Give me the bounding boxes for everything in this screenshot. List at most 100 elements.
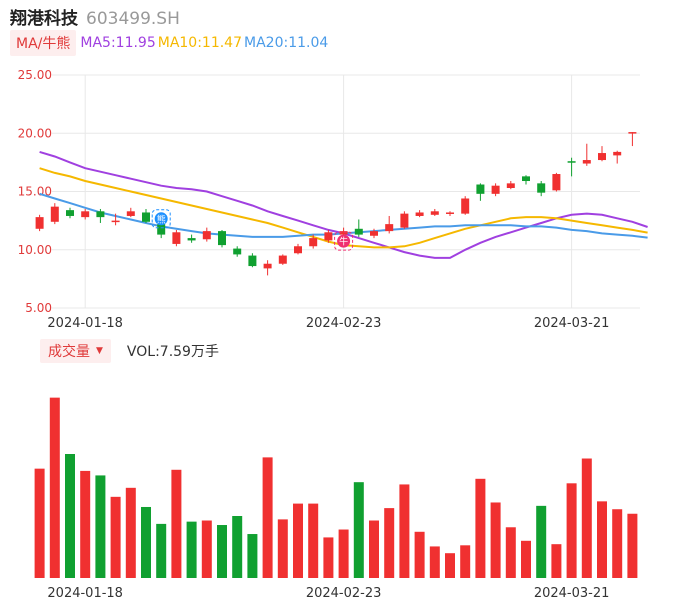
candle (415, 210, 424, 218)
candle (370, 228, 378, 239)
x-tick-label: 2024-02-23 (306, 586, 382, 601)
candlesticks (35, 132, 637, 276)
ma20-legend: MA20:11.04 (244, 35, 329, 51)
caret-down-icon: ▼ (96, 346, 103, 356)
bear-signal-marker: 熊 (151, 209, 171, 229)
volume-bar (536, 505, 547, 578)
volume-bar (186, 521, 197, 578)
volume-bar (460, 545, 471, 578)
bull-signal-marker: 牛 (334, 231, 354, 251)
candle-body (385, 224, 394, 232)
y-tick-label: 5.00 (25, 301, 52, 315)
candle-body (294, 246, 302, 254)
volume-x-axis: 2024-01-18 2024-02-23 2024-03-21 (47, 586, 609, 601)
candle-body (598, 153, 606, 161)
candle (522, 175, 530, 185)
volume-bar (551, 544, 562, 578)
volume-bars (34, 397, 638, 578)
candle (385, 215, 394, 234)
candle (567, 157, 576, 177)
candle-body (202, 231, 211, 240)
candle (66, 207, 74, 219)
volume-bar (566, 483, 577, 578)
volume-bar (353, 482, 364, 578)
candle-body (142, 212, 150, 222)
volume-bar (232, 516, 243, 578)
volume-bar (141, 506, 151, 578)
volume-value: VOL:7.59万手 (126, 344, 219, 360)
volume-selector-label: 成交量 (48, 344, 90, 360)
candle-body (218, 231, 226, 246)
marker-dot (154, 212, 168, 226)
volume-bar (80, 470, 91, 578)
candle-body (81, 211, 90, 218)
stock-name: 翔港科技 (10, 9, 78, 29)
candle-body (446, 212, 454, 214)
candle-body (35, 217, 44, 229)
candle (50, 203, 59, 225)
volume-bar (277, 519, 288, 578)
volume-bar (247, 534, 258, 578)
candle (476, 183, 485, 201)
candle-body (537, 183, 546, 193)
volume-bar (323, 537, 334, 578)
candle (35, 214, 44, 232)
candle-body (476, 184, 485, 194)
volume-bar (262, 457, 273, 578)
volume-bar (612, 509, 623, 578)
volume-bar (110, 496, 121, 578)
candle (233, 246, 242, 257)
candle (582, 143, 591, 166)
x-tick-label: 2024-03-21 (534, 316, 610, 331)
marker-frame (334, 231, 354, 251)
candle (81, 208, 90, 220)
candle (506, 181, 515, 190)
volume-bar (338, 529, 349, 578)
candle (111, 213, 120, 226)
ma-indicator-selector[interactable]: MA/牛熊 (10, 30, 77, 56)
candle-body (324, 232, 333, 241)
marker-label: 牛 (339, 236, 348, 248)
candle (218, 229, 226, 248)
candle (96, 208, 105, 223)
volume-bar (156, 523, 167, 578)
volume-bar (369, 520, 379, 578)
candle (628, 132, 637, 147)
candle-body (628, 132, 637, 134)
volume-bar (308, 503, 319, 578)
candle (294, 243, 302, 255)
candle (354, 219, 363, 237)
candle (552, 172, 561, 192)
candle-body (263, 263, 272, 269)
volume-bar (475, 478, 486, 578)
candle-body (50, 206, 59, 222)
candle-body (370, 231, 378, 236)
candle (263, 260, 272, 276)
candle-body (491, 185, 500, 194)
candle (613, 150, 622, 164)
candle-body (339, 231, 348, 235)
volume-bar (597, 501, 607, 578)
candle-body (522, 176, 530, 182)
volume-bar (445, 553, 455, 578)
candle (461, 196, 470, 215)
marker-dot (337, 234, 351, 248)
candle (172, 229, 181, 247)
volume-indicator-selector[interactable]: 成交量 ▼ (40, 339, 111, 363)
volume-bar (95, 475, 106, 578)
y-tick-label: 20.00 (18, 126, 52, 140)
candle (142, 208, 150, 223)
marker-frame (151, 209, 171, 229)
candle-body (66, 210, 74, 216)
candle-body (126, 211, 135, 216)
volume-bar (399, 484, 410, 578)
volume-bar (201, 520, 212, 578)
volume-bar (414, 531, 425, 578)
candle-body (461, 198, 470, 214)
candle (187, 234, 196, 243)
candle (598, 146, 606, 162)
candle-body (506, 183, 515, 189)
candle (430, 208, 439, 216)
